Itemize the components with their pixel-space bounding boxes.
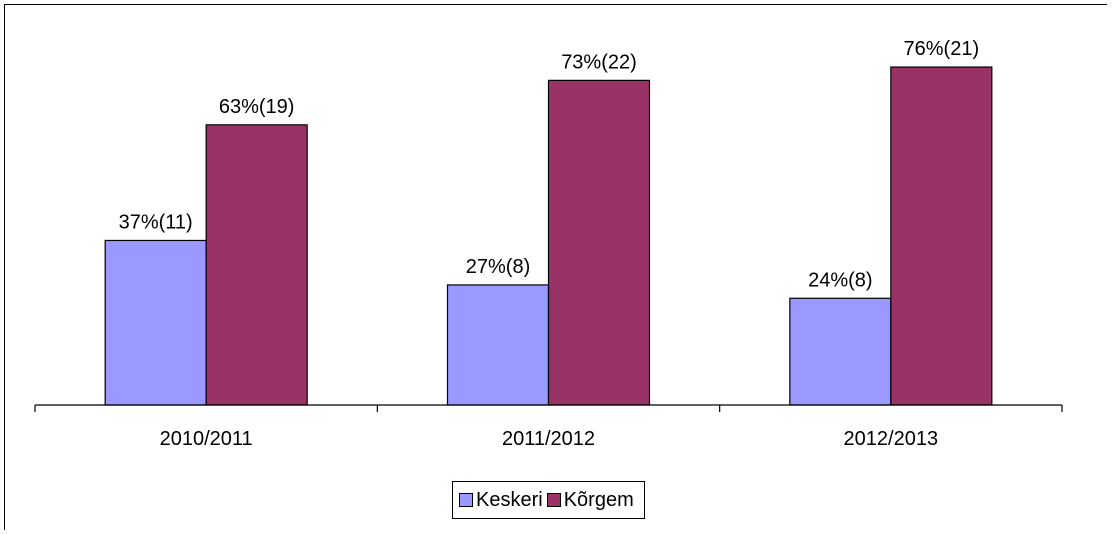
- data-label-keskeri-2: 24%(8): [808, 269, 872, 291]
- x-tick-label-0: 2010/2011: [160, 428, 253, 450]
- legend-label-korgem: Kõrgem: [563, 488, 634, 511]
- data-label-krgem-1: 73%(22): [561, 51, 637, 73]
- bar-keskeri-0: [104, 239, 207, 406]
- legend: Keskeri Kõrgem: [452, 481, 645, 519]
- bar-krgem-2: [890, 66, 993, 406]
- data-label-keskeri-0: 37%(11): [119, 211, 193, 233]
- data-label-krgem-2: 76%(21): [904, 38, 980, 60]
- legend-item-korgem: Kõrgem: [546, 488, 634, 512]
- legend-swatch-korgem: [546, 493, 561, 507]
- x-tick-label-2: 2012/2013: [844, 428, 939, 450]
- bar-keskeri-1: [446, 284, 550, 406]
- bar-krgem-0: [205, 124, 308, 406]
- data-label-keskeri-1: 27%(8): [466, 256, 530, 278]
- bar-keskeri-2: [789, 297, 892, 406]
- x-tick-label-1: 2011/2012: [502, 428, 595, 450]
- legend-swatch-keskeri: [459, 493, 473, 507]
- bar-krgem-1: [547, 79, 651, 406]
- legend-label-keskeri: Keskeri: [476, 488, 543, 511]
- legend-item-keskeri: Keskeri: [459, 489, 543, 512]
- data-label-krgem-0: 63%(19): [219, 96, 295, 118]
